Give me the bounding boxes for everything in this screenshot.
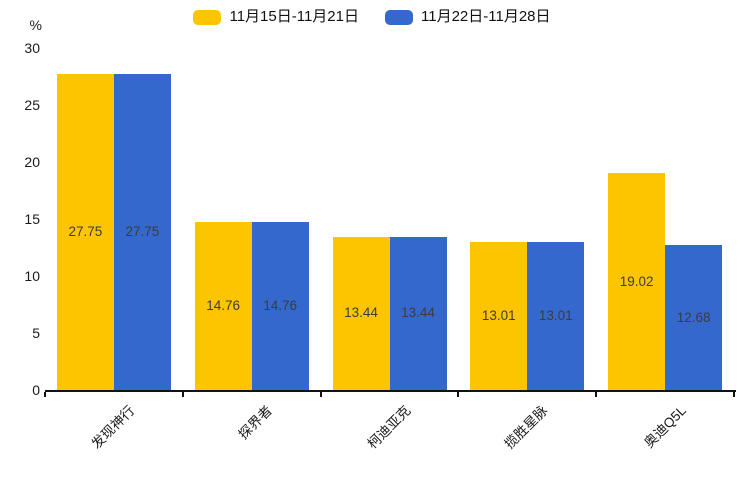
legend-swatch-icon — [193, 9, 222, 25]
bar-value-label: 12.68 — [676, 309, 711, 325]
bar-value-label: 13.01 — [538, 307, 573, 323]
bar-week1-cat4 — [470, 241, 528, 390]
x-category-label-3: 柯迪亚克 — [364, 402, 413, 452]
bar-week2-cat3 — [389, 236, 447, 390]
bar-value-label: 14.76 — [263, 297, 298, 313]
x-axis-line — [45, 390, 736, 392]
bar-value-label: 13.44 — [401, 305, 435, 321]
x-category-label-1: 发现神行 — [88, 402, 138, 452]
bar-value-label: 27.75 — [125, 223, 160, 239]
y-tick-label: 15 — [24, 211, 40, 227]
bar-value-label: 27.75 — [68, 223, 103, 239]
bar-week1-cat2 — [194, 221, 252, 390]
legend-label: 11月15日-11月21日 — [229, 8, 359, 25]
legend-item-series-1[interactable]: 11月15日-11月21日 — [193, 8, 359, 26]
bar-value-label: 19.02 — [619, 273, 654, 289]
x-tick-mark — [457, 392, 460, 397]
y-axis-unit-label: % — [29, 17, 42, 33]
legend-swatch-icon — [385, 9, 413, 25]
bar-week1-cat5 — [608, 173, 666, 390]
bar-week1-cat3 — [332, 236, 390, 390]
x-tick-mark — [44, 392, 46, 397]
y-tick-label: 10 — [24, 268, 40, 284]
bar-week2-cat2 — [251, 221, 309, 390]
x-tick-mark — [595, 392, 598, 397]
chart-legend: 11月15日-11月21日 11月22日-11月28日 — [0, 8, 744, 26]
y-tick-label: 20 — [24, 154, 40, 170]
bar-value-label: 14.76 — [206, 297, 241, 313]
y-tick-label: 5 — [32, 325, 40, 341]
y-tick-label: 25 — [24, 97, 40, 113]
x-tick-mark — [733, 392, 735, 397]
bar-value-label: 13.44 — [344, 305, 378, 321]
x-category-label-4: 揽胜星脉 — [501, 402, 551, 452]
y-tick-label: 0 — [32, 382, 40, 398]
bar-week2-cat4 — [527, 241, 585, 390]
legend-item-series-2[interactable]: 11月22日-11月28日 — [385, 8, 551, 26]
x-category-label-2: 探界者 — [235, 402, 276, 443]
bar-week2-cat1 — [113, 73, 171, 390]
legend-label: 11月22日-11月28日 — [421, 8, 551, 25]
bar-value-label: 13.01 — [481, 307, 516, 323]
x-category-label-5: 奥迪Q5L — [640, 402, 689, 451]
x-tick-mark — [319, 392, 322, 397]
y-tick-label: 30 — [24, 40, 40, 56]
bar-week1-cat1 — [56, 73, 114, 390]
bar-week2-cat5 — [665, 245, 723, 390]
x-tick-mark — [181, 392, 184, 397]
